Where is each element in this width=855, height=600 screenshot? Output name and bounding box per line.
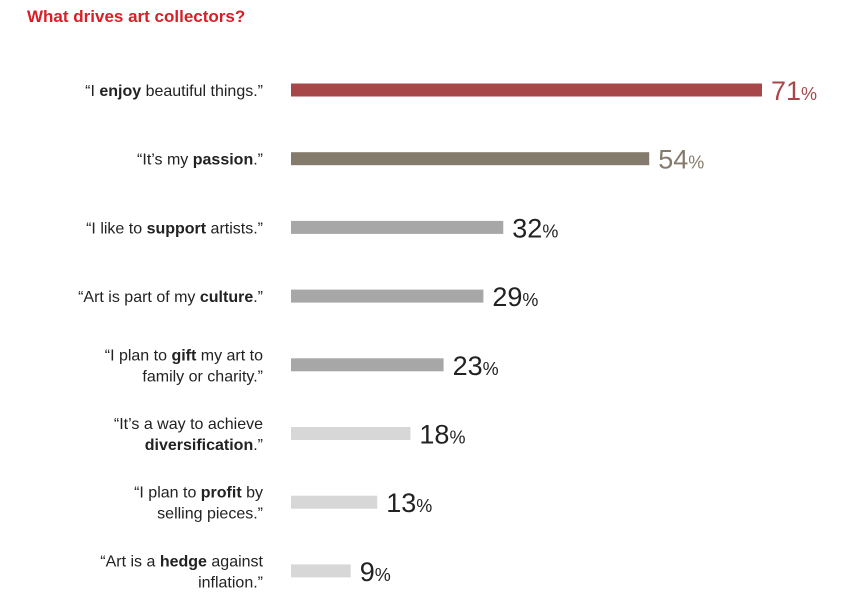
bar [291,152,650,166]
value-label: 9% [360,557,391,587]
category-label: “I enjoy beautiful things.” [85,83,263,100]
category-label: inflation.” [198,574,263,591]
bar [291,358,444,372]
value-label: 23% [453,351,499,381]
value-label: 71% [771,76,817,106]
bar-row: “I plan to profit by selling pieces.” 13% [134,485,432,523]
category-label: “It’s my passion.” [137,152,263,169]
bar [291,427,411,440]
category-label: “Art is a hedge against [100,553,263,570]
bar [291,83,762,97]
bar [291,289,484,303]
bar [291,220,504,234]
bar [291,564,351,578]
value-label: 18% [419,420,465,450]
bar-row: “Art is part of my culture.” 29% [78,282,538,312]
category-label: “I like to support artists.” [86,220,263,237]
category-label: “It’s a way to achieve [114,416,263,433]
value-label: 54% [658,145,704,175]
category-label: selling pieces.” [157,506,263,523]
category-label: “I plan to profit by [134,485,263,502]
category-label: “Art is part of my culture.” [78,289,263,306]
bar-row: “It’s my passion.” 54% [137,145,704,175]
bar-row: “I plan to gift my art to family or chari… [105,347,499,385]
value-label: 32% [512,213,558,243]
bar-row: “I like to support artists.” 32% [86,213,558,243]
category-label: family or charity.” [142,368,263,385]
category-label: diversification.” [145,437,263,454]
chart-title: What drives art collectors? [27,7,246,26]
category-label: “I plan to gift my art to [105,347,263,364]
bar-row: “Art is a hedge against inflation.” 9% [100,553,390,591]
bar-row: “I enjoy beautiful things.” 71% [85,76,817,106]
value-label: 29% [492,282,538,312]
value-label: 13% [386,488,432,518]
bar-row: “It’s a way to achieve diversification.” 1… [114,416,466,454]
bar [291,495,378,509]
